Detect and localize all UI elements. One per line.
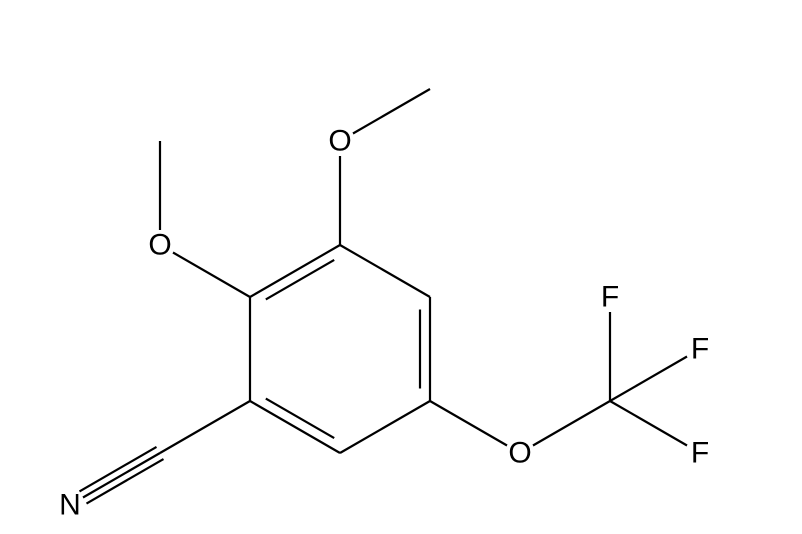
bond xyxy=(250,401,340,453)
bond xyxy=(430,401,507,445)
bond xyxy=(266,260,334,300)
bond xyxy=(610,357,687,401)
atom-label-F: F xyxy=(601,281,619,314)
atom-label-O: O xyxy=(328,125,351,158)
atom-label-O: O xyxy=(148,229,171,262)
bond xyxy=(610,401,687,445)
molecule-diagram: N O O O F F F xyxy=(0,0,802,534)
atom-label-F: F xyxy=(691,333,709,366)
atom-label-F: F xyxy=(691,437,709,470)
bond xyxy=(340,401,430,453)
bond xyxy=(160,401,250,453)
bond xyxy=(250,245,340,297)
bond xyxy=(266,399,334,439)
bond xyxy=(533,401,610,445)
atom-label-N: N xyxy=(59,489,81,522)
atom-label-O: O xyxy=(508,437,531,470)
bond xyxy=(353,89,430,133)
bond xyxy=(83,453,160,497)
bond xyxy=(173,253,250,297)
bond xyxy=(340,245,430,297)
